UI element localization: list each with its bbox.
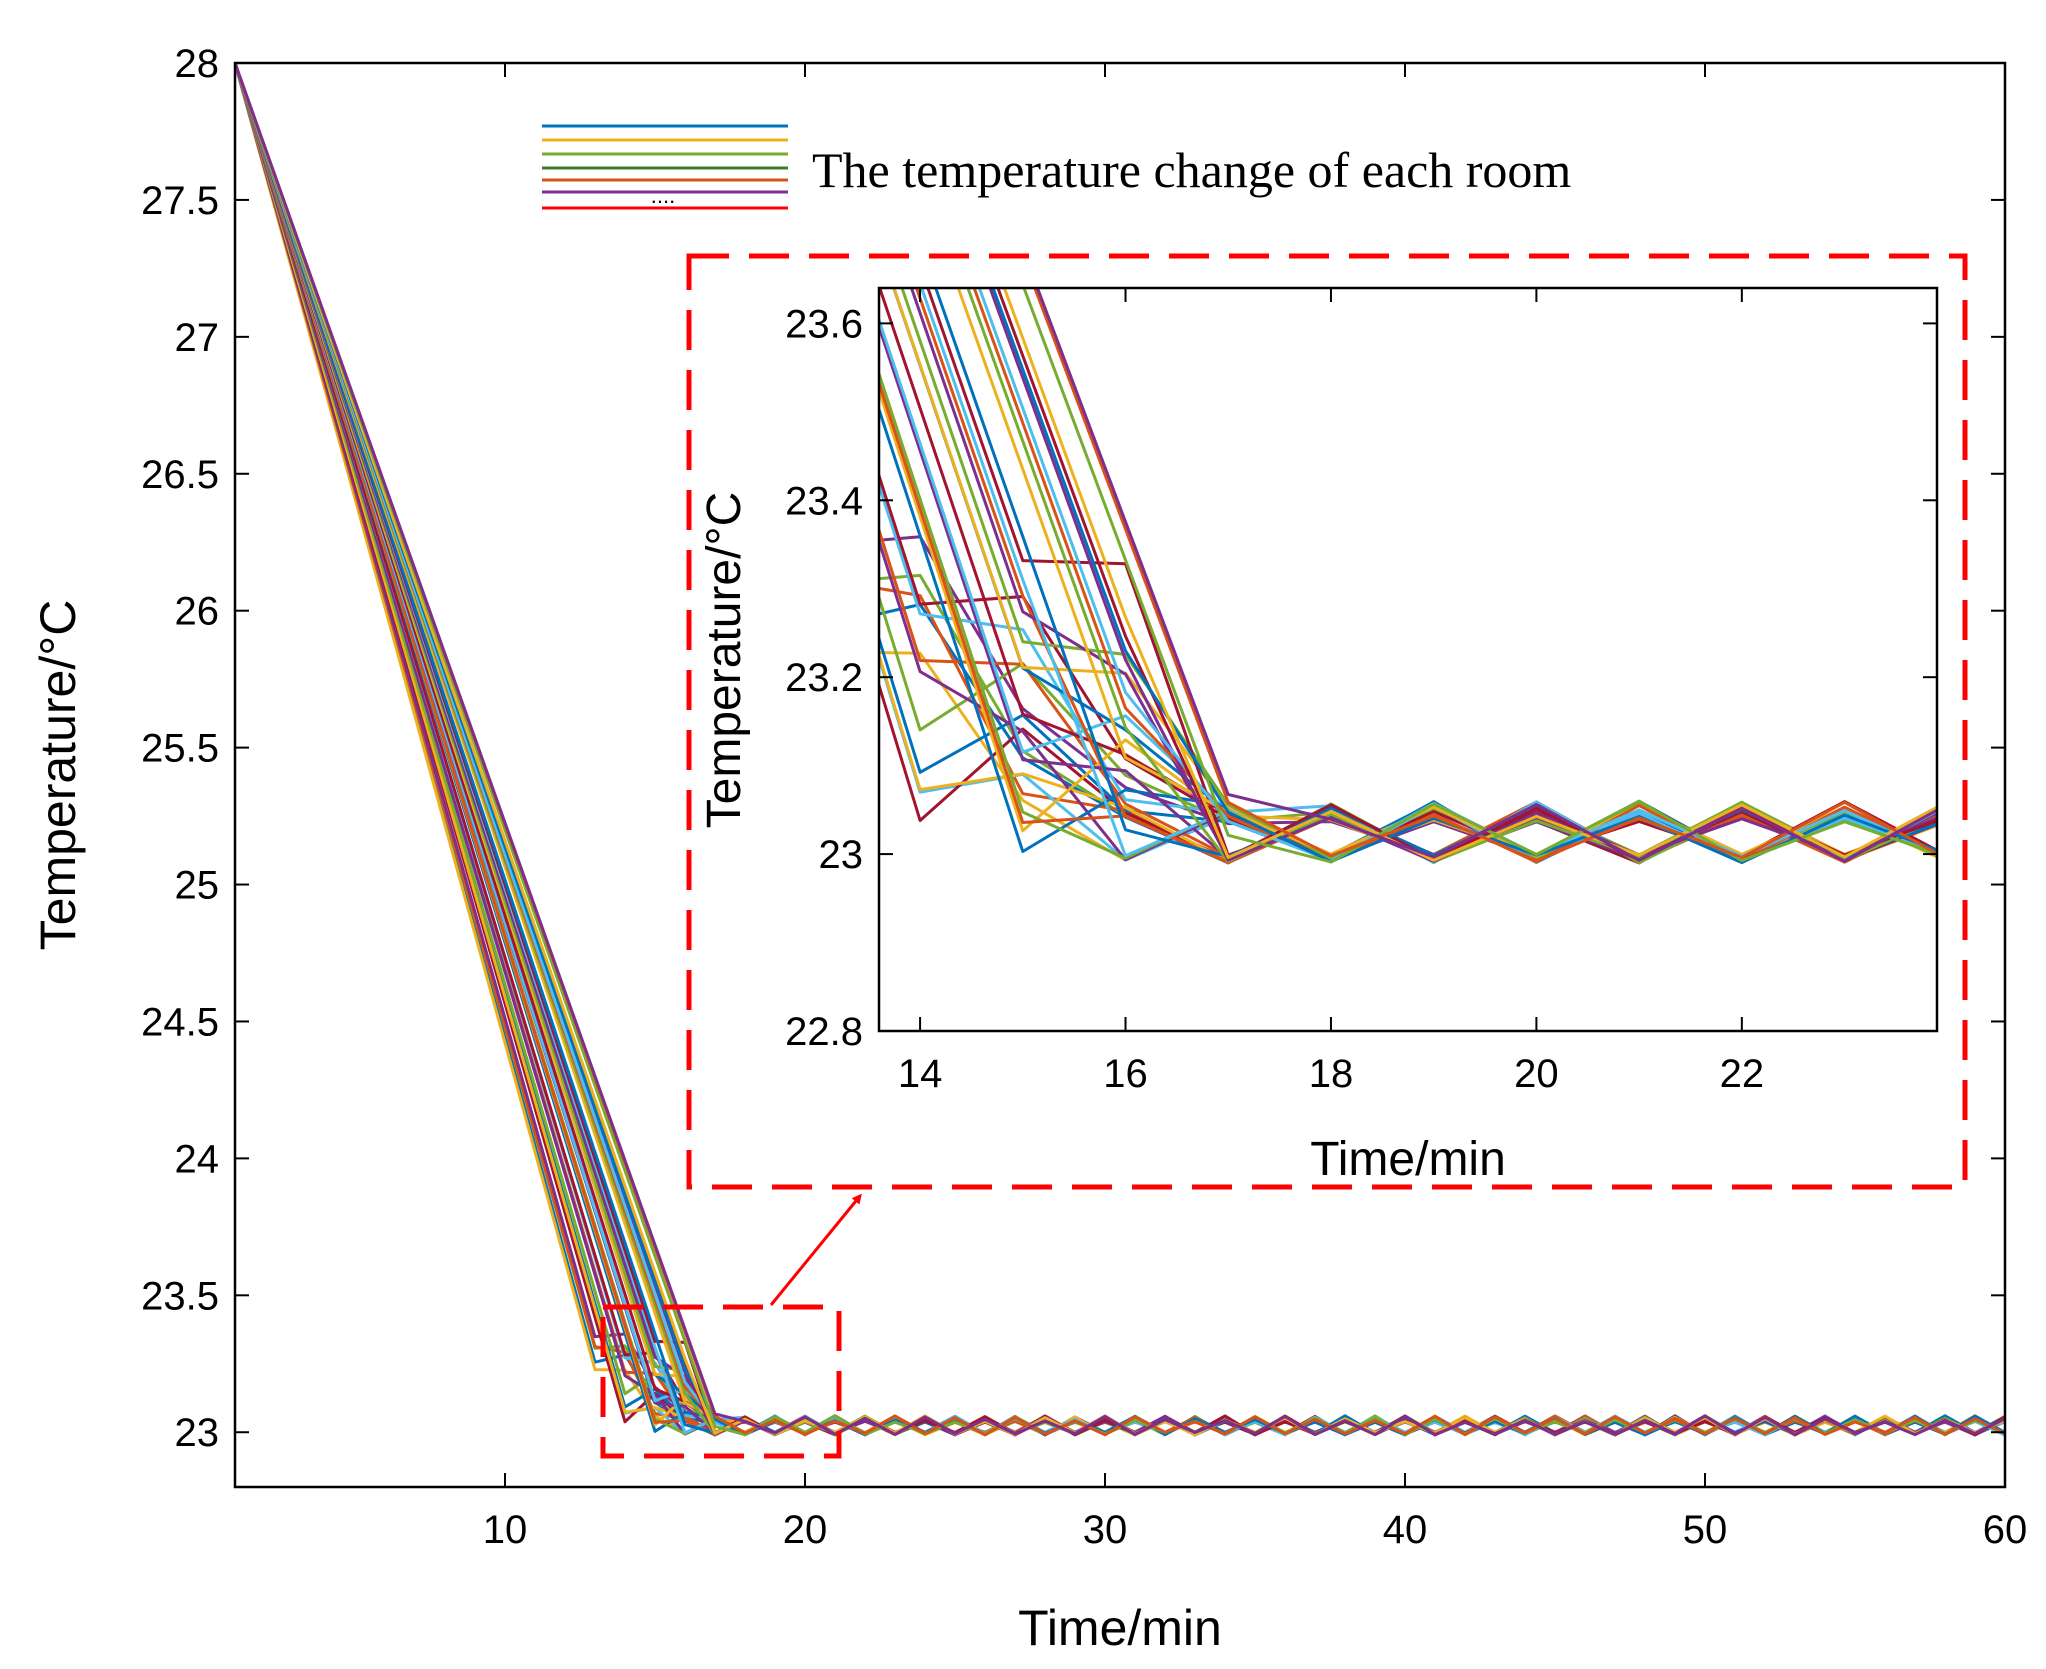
main-x-tick-label: 50 (1683, 1508, 1728, 1552)
main-x-axis-label: Time/min (1018, 1600, 1222, 1656)
main-y-tick-label: 26.5 (141, 453, 219, 497)
inset-plot-frame (877, 286, 1939, 1033)
zoom-region-box (600, 1304, 842, 1459)
main-x-tick-label: 40 (1383, 1508, 1428, 1552)
main-ticks: 10 20 30 40 50 60 23 23.5 24 24.5 25 25.5 26 26.5 27 27… (141, 42, 2027, 1552)
main-y-tick-label: 26 (175, 590, 220, 634)
main-y-tick-label: 23 (175, 1411, 220, 1455)
main-series-line (235, 63, 2005, 1437)
inset-x-tick-label: 22 (1720, 1052, 1765, 1096)
inset-x-axis-label: Time/min (1310, 1133, 1506, 1186)
main-y-axis-label: Temperature/°C (30, 600, 86, 951)
inset-x-tick-label: 18 (1309, 1052, 1354, 1096)
inset-y-tick-label: 22.8 (785, 1010, 863, 1054)
main-y-tick-label: 28 (175, 42, 220, 86)
main-y-tick-label: 24.5 (141, 1000, 219, 1044)
legend-dots: .... (651, 183, 675, 208)
inset-y-tick-label: 23.4 (785, 479, 863, 523)
main-x-tick-label: 30 (1083, 1508, 1128, 1552)
inset-x-tick-label: 20 (1514, 1052, 1559, 1096)
main-y-tick-label: 25 (175, 864, 220, 908)
main-plot-frame (233, 61, 2007, 1489)
main-x-tick-label: 60 (1983, 1508, 2028, 1552)
main-x-tick-label: 20 (783, 1508, 828, 1552)
inset-ticks: 14 16 18 20 22 22.8 23 23.2 23.4 23.6 (785, 288, 1937, 1096)
main-y-tick-label: 24 (175, 1137, 220, 1181)
inset-y-tick-label: 23 (819, 833, 864, 877)
legend-label: The temperature change of each room (812, 142, 1571, 198)
legend: .... The temperature change of each room (542, 124, 1571, 210)
zoom-arrow (769, 1193, 862, 1306)
inset-y-tick-label: 23.6 (785, 302, 863, 346)
inset-x-tick-label: 16 (1103, 1052, 1148, 1096)
inset-y-tick-label: 23.2 (785, 656, 863, 700)
main-y-tick-label: 25.5 (141, 727, 219, 771)
main-y-tick-label: 27 (175, 316, 220, 360)
inset-y-axis-label: Temperature/°C (698, 492, 751, 829)
main-y-tick-label: 23.5 (141, 1274, 219, 1318)
inset-x-tick-label: 14 (898, 1052, 943, 1096)
main-plot-series (235, 63, 2005, 1437)
main-x-tick-label: 10 (483, 1508, 528, 1552)
main-y-tick-label: 27.5 (141, 179, 219, 223)
